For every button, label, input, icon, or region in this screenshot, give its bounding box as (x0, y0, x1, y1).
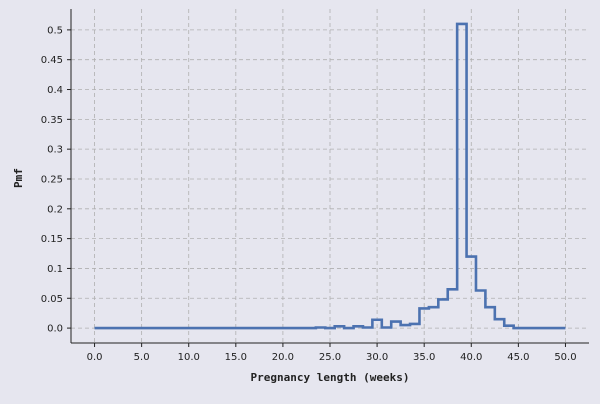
ticks: 0.0 5.0 10.0 15.0 20.0 25.0 30.0 35.0 40.0 45.0 50… (41, 25, 577, 363)
x-tick-label-4: 20.0 (272, 352, 294, 363)
y-tick-label-3: 0.15 (41, 234, 63, 245)
y-tick-label-8: 0.4 (47, 85, 63, 96)
series-line-0 (94, 22, 566, 330)
y-tick-label-6: 0.3 (47, 145, 63, 156)
y-tick-label-7: 0.35 (41, 115, 63, 126)
x-axis-title: Pregnancy length (weeks) (251, 371, 410, 384)
x-tick-label-1: 5.0 (134, 352, 150, 363)
x-tick-label-10: 50.0 (554, 352, 576, 363)
y-tick-label-5: 0.25 (41, 174, 63, 185)
x-tick-label-3: 15.0 (225, 352, 247, 363)
x-tick-label-8: 40.0 (460, 352, 482, 363)
x-tick-label-9: 45.0 (507, 352, 529, 363)
y-tick-label-0: 0.0 (47, 324, 63, 335)
y-axis-title: Pmf (12, 168, 25, 188)
y-tick-label-4: 0.2 (47, 204, 63, 215)
x-tick-label-2: 10.0 (178, 352, 200, 363)
y-tick-label-10: 0.5 (47, 25, 63, 36)
y-tick-label-2: 0.1 (47, 264, 63, 275)
y-tick-label-1: 0.05 (41, 294, 63, 305)
x-tick-label-0: 0.0 (87, 352, 103, 363)
x-tick-label-7: 35.0 (413, 352, 435, 363)
x-tick-label-5: 25.0 (319, 352, 341, 363)
series (94, 22, 566, 330)
x-tick-label-6: 30.0 (366, 352, 388, 363)
y-tick-label-9: 0.45 (41, 55, 63, 66)
grid (71, 9, 589, 343)
